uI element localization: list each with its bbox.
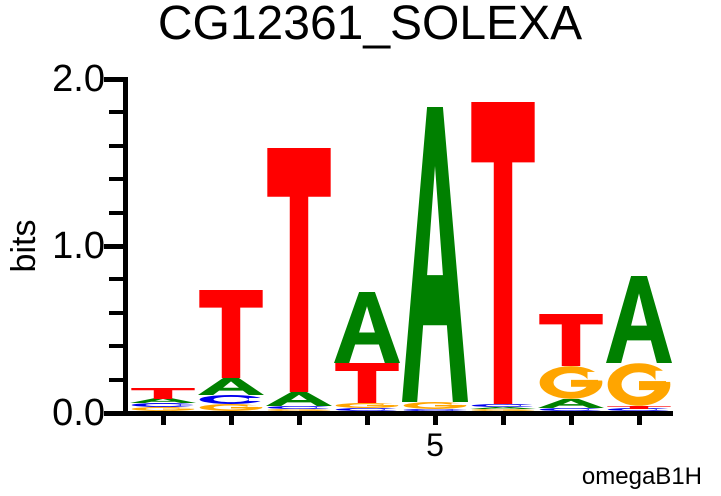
logo-letter-C-pos6 [471,404,536,407]
logo-letter-A-pos7 [538,399,604,408]
logo-letter-T-pos1 [131,388,195,399]
logo-letter-C-pos1 [131,403,196,407]
logo-letter-T-pos3 [267,148,331,392]
logo-letter-A-pos8 [606,276,672,363]
logo-letter-A-pos6 [470,407,536,409]
logo-letter-C-pos7 [539,408,604,411]
x-tick-pos5 [433,416,438,425]
x-tick-pos2 [229,416,234,425]
y-minor-tick [109,378,123,382]
logo-letter-G-pos7 [539,366,604,399]
logo-letter-A-pos3 [266,392,332,406]
logo-letter-C-pos5 [403,409,468,411]
logo-letter-C-pos2 [199,395,264,404]
logo-letter-A-pos5 [402,107,468,402]
logo-letter-A-pos4 [334,292,400,363]
y-major-tick [104,244,123,249]
logo-letter-C-pos3 [267,406,332,409]
x-tick-pos1 [161,416,166,425]
y-tick-label-1: 1.0 [52,225,105,267]
attribution-text: omegaB1H [581,463,702,490]
logo-letter-T-pos8 [607,406,671,409]
logo-letter-T-pos7 [539,314,603,366]
y-axis-line [123,77,128,415]
y-minor-tick [109,211,123,215]
x-tick-pos8 [637,416,642,425]
x-tick-pos7 [569,416,574,425]
logo-letter-G-pos8 [607,363,672,406]
logo-letter-G-pos1 [131,407,196,411]
x-axis-line [123,411,673,416]
y-major-tick [104,77,123,82]
x-tick-pos3 [297,416,302,425]
y-tick-label-0: 0.0 [52,392,105,434]
logo-letter-A-pos2 [198,378,264,395]
logo-letter-T-pos6 [471,102,535,404]
page-title: CG12361_SOLEXA [157,0,583,50]
logo-letter-G-pos2 [199,404,264,411]
x-tick-pos4 [365,416,370,425]
y-tick-label-2: 2.0 [52,58,105,100]
y-minor-tick [109,277,123,281]
logo-letter-G-pos3 [267,409,332,411]
logo-letter-G-pos5 [403,402,468,409]
x-tick-pos6 [501,416,506,425]
logo-letter-C-pos4 [335,408,400,411]
logo-letter-G-pos6 [471,409,536,411]
logo-letter-G-pos4 [335,403,400,408]
y-minor-tick [109,311,123,315]
logo-letter-A-pos1 [130,398,196,403]
logo-letter-T-pos4 [335,363,399,403]
y-minor-tick [109,177,123,181]
logo-letter-T-pos2 [199,290,263,378]
y-minor-tick [109,110,123,114]
x-tick-label-5: 5 [426,427,444,463]
y-minor-tick [109,144,123,148]
y-major-tick [104,411,123,416]
y-minor-tick [109,344,123,348]
